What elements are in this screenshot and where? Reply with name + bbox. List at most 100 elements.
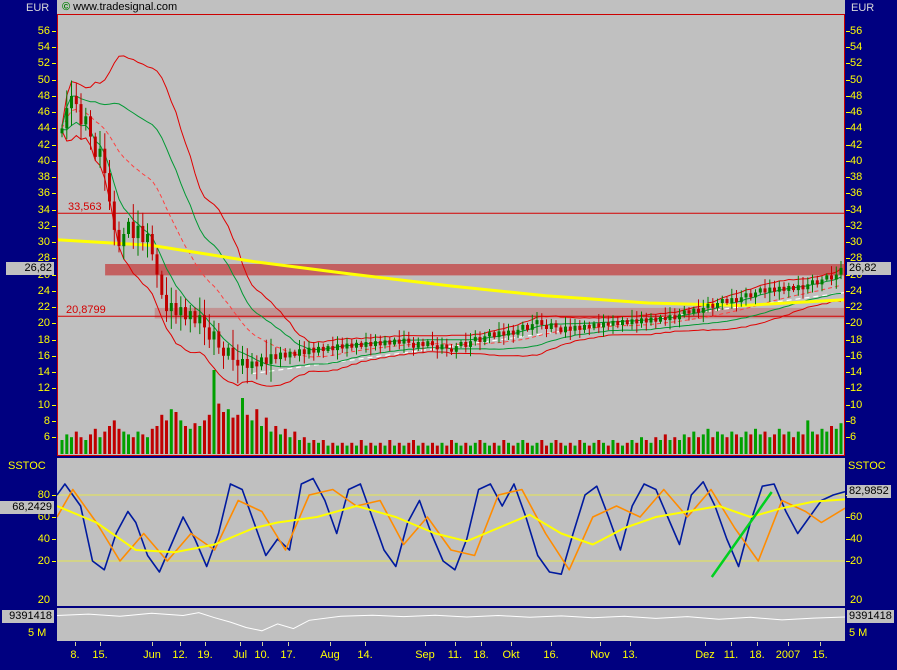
price-tick-right-36: 36 — [850, 187, 863, 200]
candle-body — [739, 297, 743, 303]
volume-bar — [464, 442, 468, 454]
volume-bar — [583, 442, 586, 454]
candle-body — [754, 292, 757, 298]
candle-body — [654, 317, 658, 322]
price-tick-mark-left — [52, 225, 56, 227]
volume-bar — [169, 409, 173, 454]
price-tick-left-30: 30 — [37, 236, 50, 249]
candle-body — [435, 345, 439, 350]
candle-body — [473, 337, 477, 342]
volume-bar — [416, 445, 420, 454]
candle-body — [108, 173, 111, 202]
price-tick-mark-right — [846, 339, 850, 341]
candle-body — [587, 324, 591, 329]
candle-body — [616, 320, 620, 325]
volume-plot[interactable] — [57, 608, 845, 641]
volume-bar — [511, 445, 515, 454]
price-tick-left-10: 10 — [37, 398, 50, 411]
price-tick-left-6: 6 — [43, 431, 50, 443]
volume-bar — [725, 437, 729, 454]
volume-bar — [450, 440, 453, 454]
volume-bar — [673, 437, 677, 454]
candle-body — [93, 136, 97, 157]
candle-body — [279, 352, 282, 360]
volume-bar — [469, 445, 472, 454]
volume-bar — [393, 445, 396, 454]
volume-bar — [687, 437, 691, 454]
volume-bar — [317, 442, 320, 454]
price-tick-mark-right — [846, 274, 850, 276]
time-label-18: 18. — [473, 649, 489, 661]
candle-body — [630, 319, 634, 325]
time-label-Sep: Sep — [415, 649, 435, 661]
time-label-Aug: Aug — [320, 649, 340, 661]
price-tick-mark-right — [846, 95, 850, 97]
price-tick-mark-right — [846, 258, 850, 260]
volume-bar — [564, 445, 567, 454]
candle-body — [231, 347, 235, 360]
volume-bar — [222, 412, 225, 454]
stochastic-plot[interactable] — [57, 458, 845, 606]
candle-body — [393, 339, 396, 345]
time-tick-mark — [481, 642, 482, 646]
candle-body — [307, 347, 311, 355]
volume-bar — [269, 431, 273, 454]
price-chart-plot[interactable] — [57, 0, 845, 456]
price-tick-mark-left — [52, 290, 56, 292]
volume-bar — [744, 431, 748, 454]
price-tick-right-18: 18 — [850, 333, 863, 346]
volume-bar — [331, 442, 335, 454]
price-tick-mark-left — [52, 209, 56, 211]
highlight-zone-1 — [154, 307, 845, 319]
price-tick-left-18: 18 — [37, 333, 50, 346]
price-tick-mark-left — [52, 323, 56, 325]
volume-scale-label-right: 5 M — [849, 627, 868, 639]
volume-bar — [426, 445, 430, 454]
volume-bar — [825, 431, 829, 454]
time-tick-mark — [757, 642, 758, 646]
volume-bar — [369, 442, 373, 454]
price-tick-mark-right — [846, 420, 850, 422]
candle-body — [483, 336, 487, 342]
volume-bar — [792, 437, 795, 454]
volume-bar — [692, 431, 696, 454]
candle-body — [611, 320, 615, 326]
volume-bar — [79, 437, 83, 454]
price-tick-mark-right — [846, 79, 850, 81]
stoch-slow-line — [57, 498, 845, 554]
volume-bar — [383, 445, 387, 454]
volume-bar — [236, 414, 240, 454]
volume-bar — [321, 440, 325, 454]
time-tick-mark — [330, 642, 331, 646]
volume-bar — [283, 428, 287, 454]
price-tick-right-46: 46 — [850, 106, 863, 119]
volume-bar — [697, 437, 700, 454]
candle-body — [388, 340, 392, 345]
candle-body — [682, 310, 686, 315]
price-tick-left-32: 32 — [37, 219, 50, 232]
price-tick-mark-left — [52, 144, 56, 146]
volume-bar — [112, 420, 116, 454]
volume-bar — [773, 434, 776, 454]
volume-bar — [165, 420, 168, 454]
price-tick-mark-right — [846, 404, 850, 406]
stoch-tick-mark-left — [52, 539, 56, 540]
candle-body — [421, 342, 425, 347]
candle-body — [488, 332, 491, 337]
candle-body — [79, 104, 83, 125]
candle-body — [60, 128, 64, 134]
candle-body — [701, 307, 705, 313]
volume-bar — [592, 442, 596, 454]
volume-bar — [146, 437, 149, 454]
volume-bar — [454, 442, 458, 454]
candle-body — [602, 322, 605, 328]
candle-body — [336, 344, 339, 351]
candle-body — [364, 342, 368, 347]
price-tick-mark-right — [846, 323, 850, 325]
candle-body — [293, 351, 297, 356]
volume-bar — [388, 440, 392, 454]
candle-body — [217, 331, 221, 348]
price-tick-right-44: 44 — [850, 122, 863, 135]
volume-bar — [649, 442, 653, 454]
channel-lower-line — [62, 121, 842, 368]
